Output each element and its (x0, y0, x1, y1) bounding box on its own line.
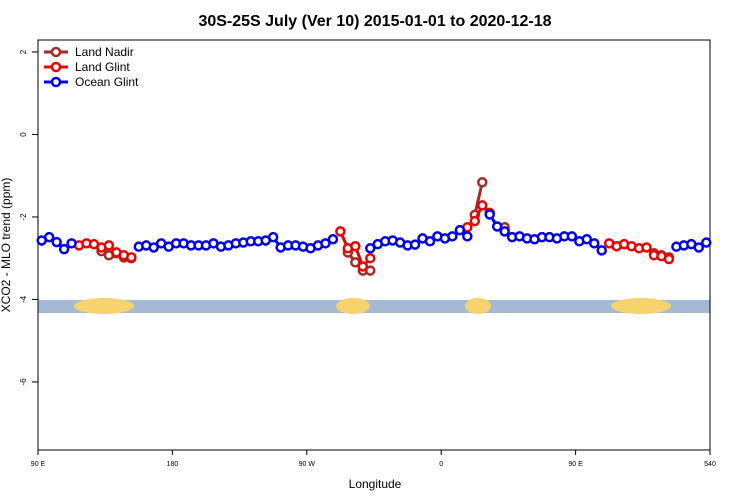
data-point (66, 238, 77, 249)
land-strip (465, 298, 491, 314)
data-point (409, 239, 421, 250)
data-point (701, 237, 712, 248)
series-line (100, 181, 670, 273)
ocean-strip (38, 300, 710, 313)
land-strip (611, 298, 671, 314)
data-point (491, 221, 503, 232)
data-point (365, 243, 376, 254)
legend-marker (50, 46, 62, 58)
legend-marker (50, 61, 62, 73)
data-point (267, 231, 279, 243)
y-tick-label: -2 (19, 213, 28, 221)
data-point (454, 224, 466, 236)
data-point (357, 261, 369, 272)
data-point (589, 238, 600, 249)
x-tick-label: 540 (704, 461, 716, 468)
y-axis-label: XCO2 - MLO trend (ppm) (0, 178, 13, 313)
data-point (477, 177, 488, 188)
y-tick-label: -6 (19, 378, 28, 386)
x-tick-label: 90 W (299, 461, 316, 468)
data-point (484, 209, 495, 220)
data-point (320, 238, 331, 249)
legend-marker (50, 76, 62, 88)
data-point (350, 240, 361, 252)
data-point (335, 226, 346, 237)
y-tick-label: 2 (19, 49, 28, 54)
chart-title: 30S-25S July (Ver 10) 2015-01-01 to 2020… (198, 13, 551, 30)
data-point (148, 242, 159, 253)
data-point (365, 252, 376, 264)
x-axis-label: Longitude (349, 477, 402, 491)
data-point (51, 236, 62, 248)
land-strip (336, 298, 370, 314)
data-point (58, 243, 70, 255)
data-point (469, 215, 481, 227)
data-point (663, 253, 675, 265)
data-point (350, 257, 361, 268)
legend-label: Land Glint (75, 60, 130, 74)
data-point (641, 242, 652, 253)
data-point (126, 252, 137, 263)
data-point (499, 226, 510, 237)
x-tick-label: 90 E (568, 461, 583, 468)
land-strip (74, 298, 134, 314)
x-tick-label: 90 E (31, 461, 46, 468)
x-tick-label: 0 (439, 461, 443, 468)
data-point (596, 245, 607, 256)
data-point (365, 265, 376, 276)
data-point (424, 236, 436, 247)
data-point (693, 242, 705, 253)
data-point (447, 231, 458, 242)
legend-label: Land Nadir (75, 45, 134, 59)
y-tick-label: 0 (19, 132, 28, 137)
data-point (462, 231, 473, 242)
data-point (581, 233, 593, 245)
data-point (477, 200, 488, 211)
data-point (566, 231, 578, 242)
data-point (327, 233, 339, 245)
y-tick-label: -4 (19, 295, 28, 303)
x-tick-label: 180 (167, 461, 179, 468)
data-point (43, 231, 55, 243)
data-point (103, 240, 115, 251)
legend-label: Ocean Glint (75, 75, 139, 89)
land-mask (38, 298, 710, 314)
